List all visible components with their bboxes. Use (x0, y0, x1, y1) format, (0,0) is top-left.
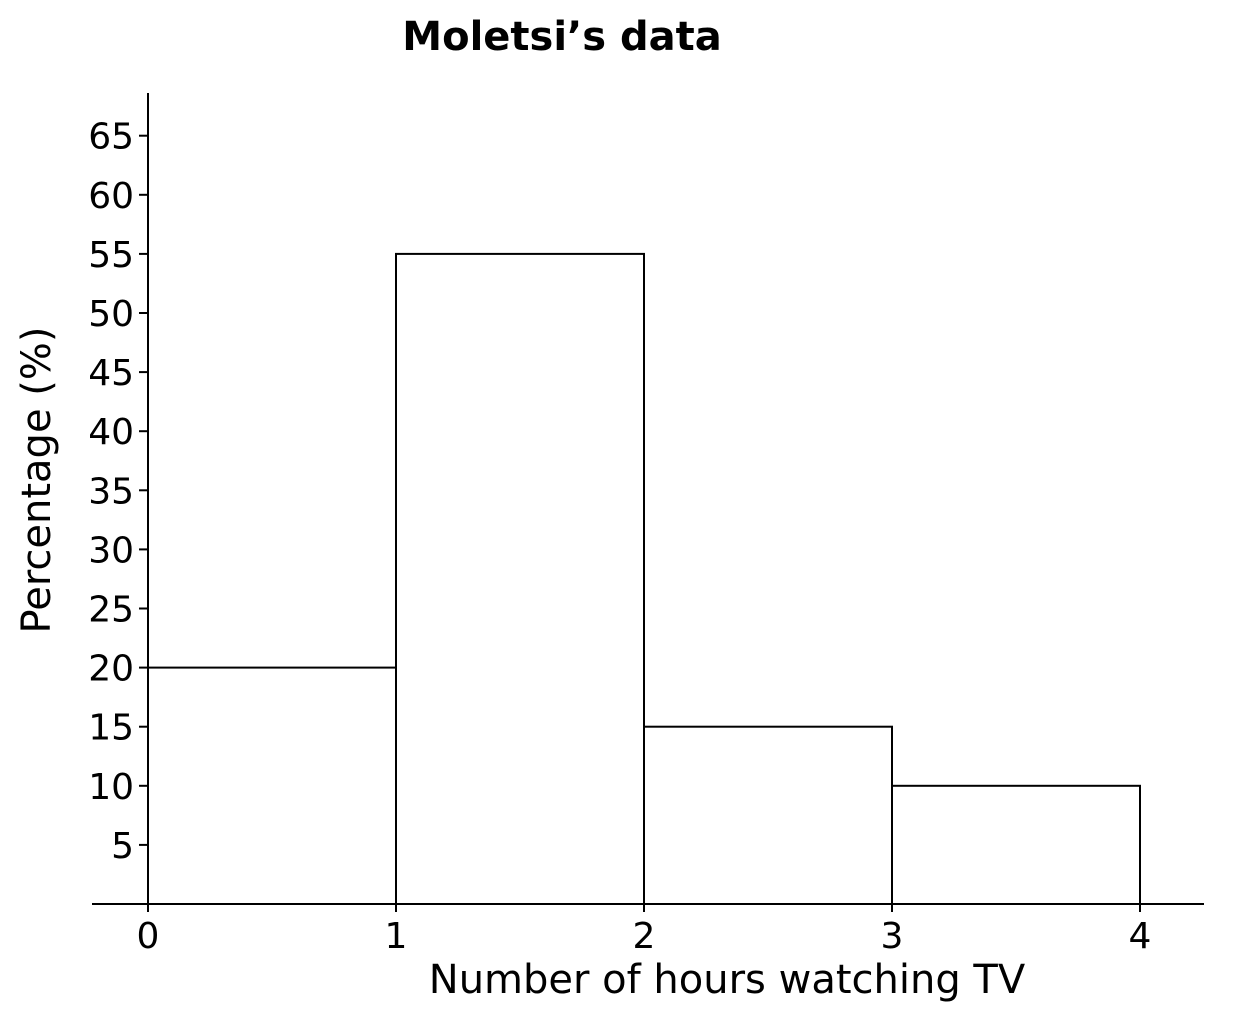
y-tick-label: 5 (111, 826, 134, 867)
histogram-bar-0 (147, 666, 397, 905)
histogram-bar-2 (643, 725, 893, 906)
y-tick-label: 10 (88, 767, 134, 808)
histogram-bar-1 (395, 252, 645, 905)
y-axis-label: Percentage (%) (14, 327, 60, 634)
y-tick-label: 30 (88, 530, 134, 571)
y-tick-label: 40 (88, 412, 134, 453)
y-tick-label: 20 (88, 649, 134, 690)
x-tick-label: 2 (633, 916, 656, 957)
x-tick-label: 4 (1129, 916, 1152, 957)
x-tick-label: 0 (137, 916, 160, 957)
y-tick-label: 55 (88, 235, 134, 276)
y-tick-label: 45 (88, 353, 134, 394)
histogram-bar-3 (891, 784, 1141, 905)
y-tick-label: 35 (88, 471, 134, 512)
x-tick-label: 3 (881, 916, 904, 957)
x-tick-label: 1 (385, 916, 408, 957)
y-tick-label: 15 (88, 708, 134, 749)
bars-group (147, 252, 1141, 906)
y-tick-label: 25 (88, 590, 134, 631)
x-axis-label: Number of hours watching TV (429, 957, 1026, 1003)
y-ticks-group: 5 10 15 20 25 30 35 40 45 50 55 60 65 (88, 117, 148, 867)
x-ticks-group: 0 1 2 3 4 (137, 904, 1152, 957)
y-tick-label: 60 (88, 176, 134, 217)
chart-title: Moletsi’s data (402, 14, 721, 60)
y-tick-label: 65 (88, 117, 134, 158)
y-tick-label: 50 (88, 294, 134, 335)
